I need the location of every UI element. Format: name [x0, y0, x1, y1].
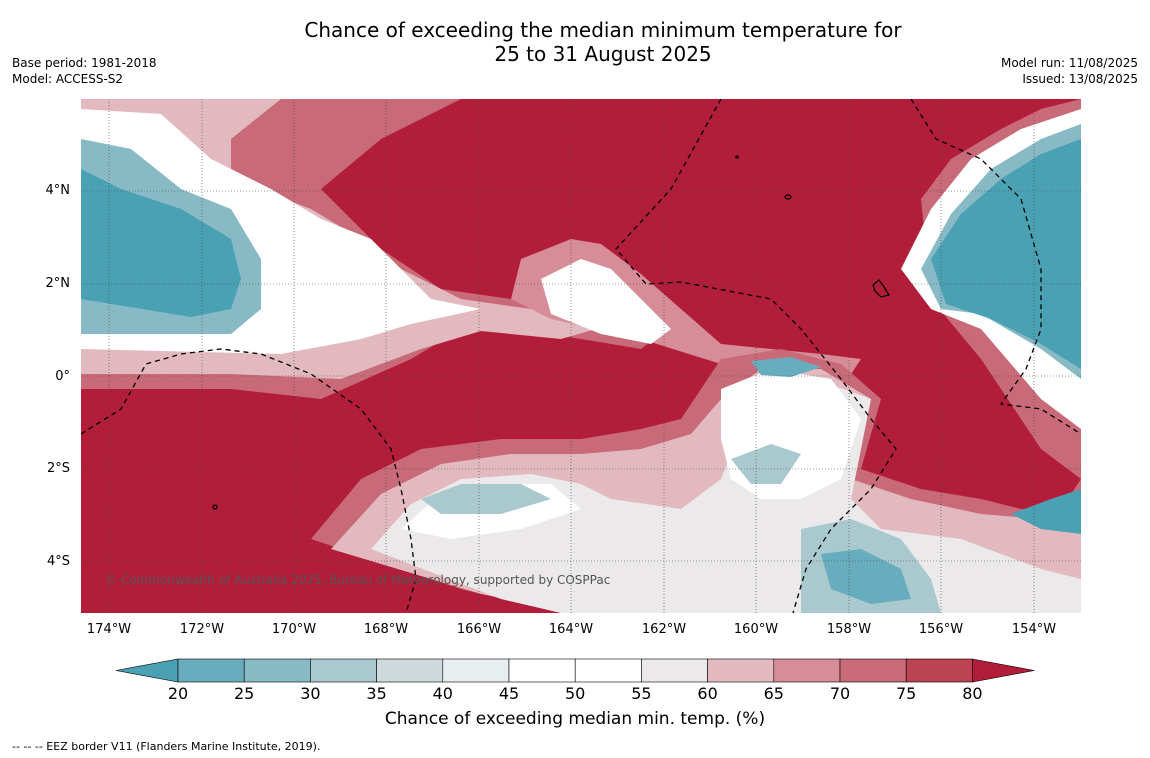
contour-upper-left-blue — [81, 169, 241, 317]
colorbar-cell — [243, 658, 311, 683]
colorbar-cell — [839, 658, 907, 683]
contour-bottom-right-blue — [1011, 489, 1081, 534]
colorbar-cell — [177, 658, 245, 683]
contour-lower-blue-light — [421, 444, 941, 613]
colorbar-tick: 45 — [498, 684, 520, 703]
colorbar — [115, 658, 1035, 683]
contour-lower-blue — [751, 357, 911, 604]
lon-label-166w: 166°W — [456, 622, 502, 637]
lat-label-0: 0° — [55, 369, 70, 384]
contour-right-blue — [931, 139, 1081, 369]
colorbar-tick: 60 — [697, 684, 718, 703]
model-name: Model: ACCESS-S2 — [12, 72, 124, 86]
title-line-1: Chance of exceeding the median minimum t… — [304, 18, 902, 42]
meta-right: Model run: 11/08/2025 Issued: 13/08/2025 — [1001, 55, 1138, 87]
contour-center-white — [541, 259, 671, 344]
lon-label-168w: 168°W — [363, 622, 409, 637]
lon-label-172w: 172°W — [179, 622, 225, 637]
colorbar-tick: 25 — [234, 684, 255, 703]
contour-map — [81, 99, 1081, 613]
model-run: Model run: 11/08/2025 — [1000, 56, 1138, 70]
colorbar-cell — [905, 658, 973, 683]
lon-label-160w: 160°W — [733, 622, 779, 637]
colorbar-tick: 40 — [432, 684, 453, 703]
lon-label-170w: 170°W — [271, 622, 317, 637]
colorbar-tick: 30 — [300, 684, 321, 703]
issued-date: Issued: 13/08/2025 — [1022, 72, 1138, 86]
colorbar-cell — [574, 658, 642, 683]
base-period: Base period: 1981-2018 — [12, 56, 157, 70]
lon-label-162w: 162°W — [641, 622, 687, 637]
colorbar-tick: 80 — [962, 684, 983, 703]
lon-label-158w: 158°W — [826, 622, 872, 637]
meta-left: Base period: 1981-2018 Model: ACCESS-S2 — [12, 55, 157, 87]
colorbar-tick: 75 — [896, 684, 917, 703]
lon-label-174w: 174°W — [86, 622, 132, 637]
colorbar-cell — [310, 658, 377, 683]
lat-label-2s: 2°S — [46, 461, 70, 476]
colorbar-extend-low — [115, 658, 179, 683]
lat-label-4n: 4°N — [45, 183, 71, 198]
colorbar-tick: 65 — [763, 684, 784, 703]
lon-label-156w: 156°W — [918, 622, 964, 637]
eez-borders — [81, 99, 1081, 613]
colorbar-cell — [376, 658, 444, 683]
colorbar-cell — [641, 658, 708, 683]
lon-label-154w: 154°W — [1011, 622, 1057, 637]
colorbar-tick: 55 — [631, 684, 652, 703]
colorbar-cell — [442, 658, 510, 683]
colorbar-cell — [707, 658, 775, 683]
colorbar-tick: 20 — [167, 684, 189, 703]
title-line-2: 25 to 31 August 2025 — [494, 42, 712, 66]
colorbar-tick: 50 — [565, 684, 586, 703]
colorbar-title: Chance of exceeding median min. temp. (%… — [384, 709, 766, 729]
lat-label-4s: 4°S — [46, 554, 70, 569]
colorbar-cell — [773, 658, 841, 683]
eez-footnote: -- -- -- EEZ border V11 (Flanders Marine… — [12, 740, 321, 753]
colorbar-cell — [508, 658, 576, 683]
map-title: Chance of exceeding the median minimum t… — [0, 18, 1150, 66]
islands — [212, 155, 890, 510]
lat-label-2n: 2°N — [45, 276, 71, 291]
lon-label-164w: 164°W — [548, 622, 594, 637]
map-panel[interactable]: © Commonwealth of Australia 2025, Bureau… — [81, 99, 1081, 613]
colorbar-tick: 35 — [366, 684, 387, 703]
colorbar-tick: 70 — [829, 684, 851, 703]
colorbar-extend-high — [972, 658, 1035, 683]
colorbar-cells — [115, 658, 1035, 683]
copyright-notice: © Commonwealth of Australia 2025, Bureau… — [105, 573, 611, 587]
